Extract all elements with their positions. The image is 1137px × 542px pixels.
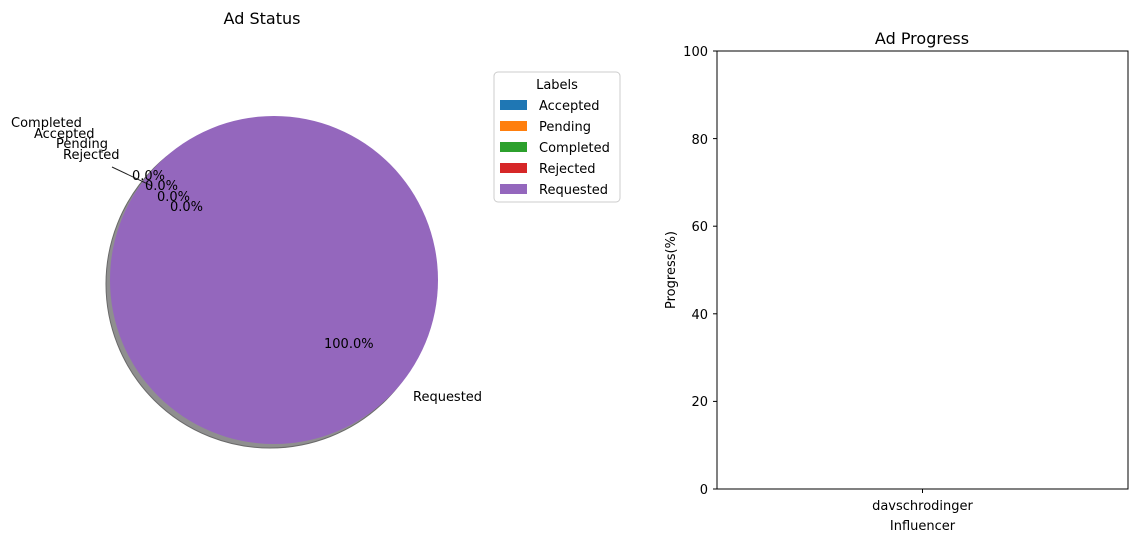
bar-chart: Ad Progress 0 20 40 60 80 100 Progress(%… <box>664 29 1129 534</box>
legend-entry-pending: Pending <box>539 120 591 135</box>
legend-swatch-requested <box>500 184 527 194</box>
y-tick-label: 40 <box>691 308 708 323</box>
x-axis-label: Influencer <box>890 519 956 534</box>
pie-leader-line <box>111 166 153 187</box>
pie-pct-requested: 100.0% <box>324 337 374 352</box>
legend-entry-rejected: Rejected <box>539 162 596 177</box>
y-axis-label: Progress(%) <box>664 231 679 309</box>
pie-slices <box>110 116 438 444</box>
legend-swatch-pending <box>500 121 527 131</box>
pie-pct-rejected: 0.0% <box>170 200 203 215</box>
legend-swatch-rejected <box>500 163 527 173</box>
pie-label-rejected: Rejected <box>63 148 120 163</box>
y-tick-label: 100 <box>683 45 708 60</box>
pie-pct-pending: 0.0% <box>145 179 178 194</box>
legend-entry-completed: Completed <box>539 141 610 156</box>
bar-title: Ad Progress <box>875 29 969 48</box>
legend-entry-requested: Requested <box>539 183 608 198</box>
pie-label-pending: Pending <box>56 137 108 152</box>
x-axis: davschrodinger Influencer <box>872 489 974 534</box>
pie-pct-accepted: 0.0% <box>132 169 165 184</box>
legend-title: Labels <box>536 78 578 93</box>
pie-title: Ad Status <box>224 9 301 28</box>
pie-label-completed: Completed <box>11 116 82 131</box>
x-tick-label: davschrodinger <box>872 499 973 514</box>
y-tick-label: 80 <box>691 133 708 148</box>
plot-area <box>716 50 1129 490</box>
legend-swatch-completed <box>500 142 527 152</box>
pie-legend: Labels Accepted Pending Completed Reject… <box>493 71 621 203</box>
pie-label-requested: Requested <box>413 390 482 405</box>
y-tick-label: 60 <box>691 220 708 235</box>
pie-label-accepted: Accepted <box>34 127 95 142</box>
y-axis: 0 20 40 60 80 100 Progress(%) <box>664 45 717 498</box>
y-tick-label: 20 <box>691 395 708 410</box>
pie-pct-completed: 0.0% <box>157 190 190 205</box>
legend-swatch-accepted <box>500 100 527 110</box>
pie-chart: Ad Status Completed Accepted Pending Rej… <box>11 9 621 449</box>
legend-entry-accepted: Accepted <box>539 99 600 114</box>
y-tick-label: 0 <box>700 483 708 498</box>
pie-slice-requested <box>110 116 438 444</box>
